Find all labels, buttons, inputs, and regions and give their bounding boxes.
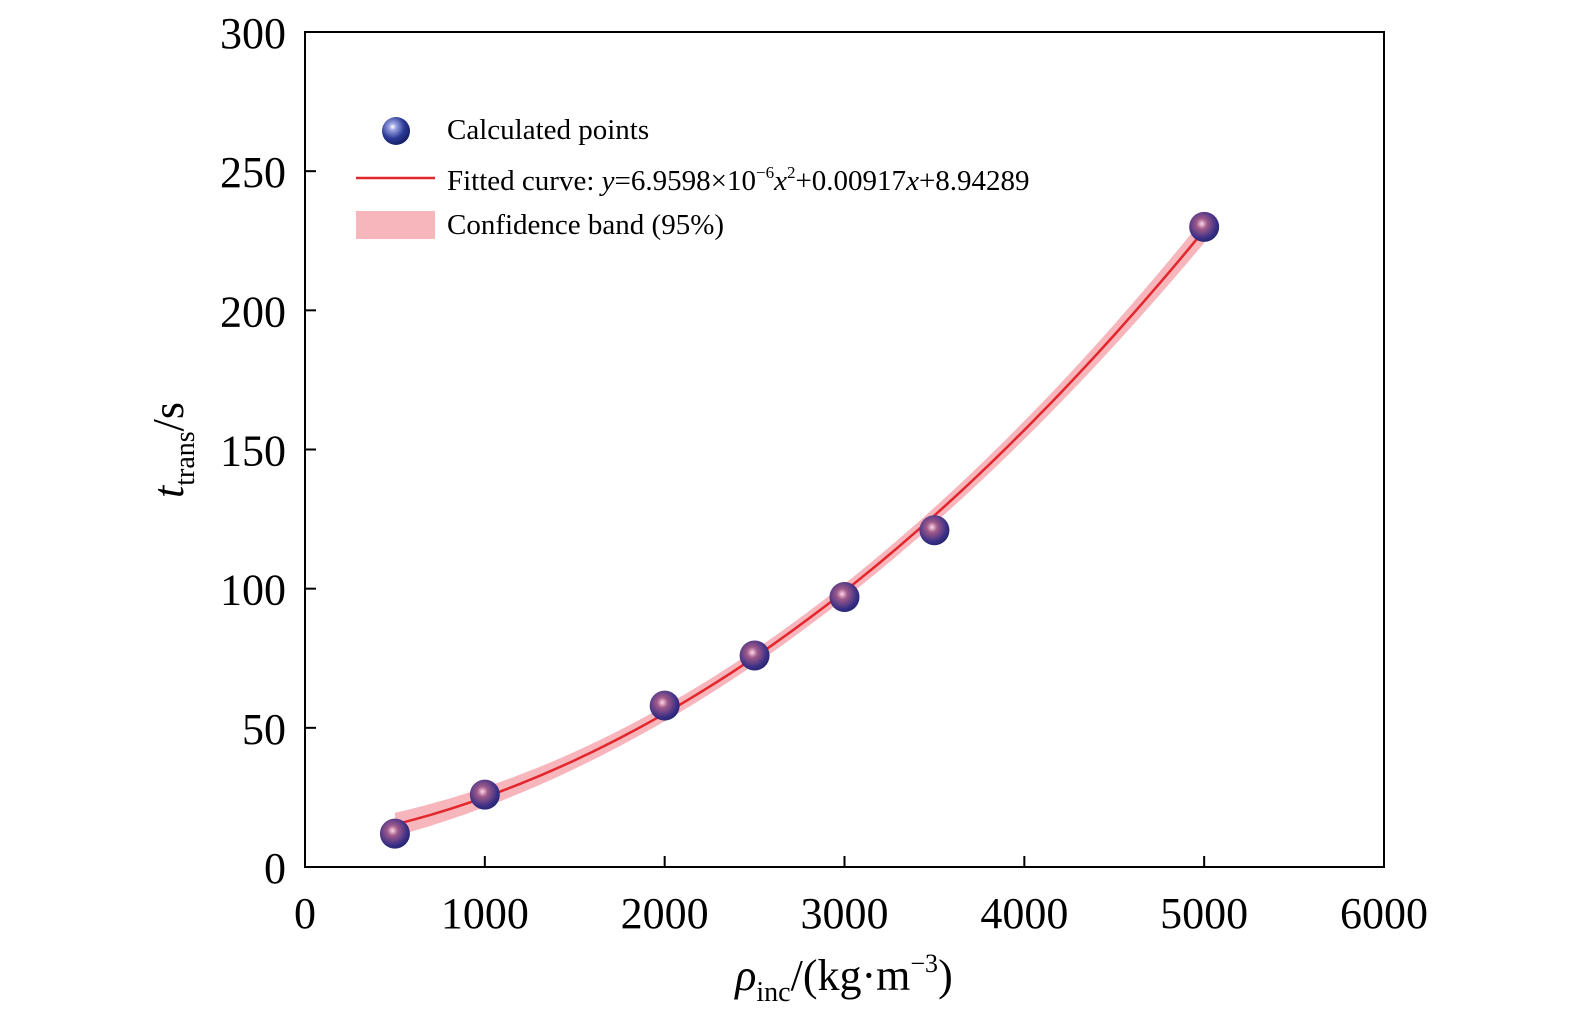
plot-frame	[304, 31, 1385, 868]
data-point	[379, 818, 410, 849]
x-label-unit-post: )	[938, 951, 953, 1000]
y-tick-label: 0	[264, 844, 286, 893]
y-axis-label: ttrans/s	[144, 402, 201, 498]
x-tick-label: 3000	[801, 889, 889, 938]
data-point	[469, 779, 500, 810]
x-label-base: ρ	[733, 951, 756, 1000]
confidence-band	[394, 217, 1205, 837]
legend-points-label: Calculated points	[447, 114, 649, 146]
eq-y: y	[599, 165, 615, 197]
eq-sq: 2	[787, 163, 796, 182]
data-point	[829, 582, 860, 613]
y-tick-label: 100	[220, 566, 286, 615]
eq-x1: x	[773, 165, 787, 197]
x-tick-label: 0	[294, 889, 316, 938]
y-tick-label: 50	[242, 705, 286, 754]
confidence-band-area	[394, 217, 1205, 837]
x-label-unit-pre: /(kg·m	[791, 951, 911, 1000]
x-tick-label: 5000	[1160, 889, 1248, 938]
fitted-curve	[394, 229, 1206, 826]
eq-c: +8.94289	[919, 165, 1030, 197]
legend: Calculated points Fitted curve: y=6.9598…	[356, 114, 1030, 241]
legend-curve-prefix: Fitted curve:	[447, 165, 602, 197]
eq-exp-a: −6	[756, 163, 774, 182]
legend-band-label: Confidence band (95%)	[447, 209, 724, 241]
eq-x2: x	[905, 165, 919, 197]
data-point	[1189, 211, 1220, 242]
y-axis: 0 50 100 150 200 250 300	[220, 9, 316, 893]
x-label-sub: inc	[756, 977, 790, 1008]
eq-a: =6.9598×10	[615, 165, 756, 197]
legend-band-marker	[356, 211, 435, 239]
fitted-curve-line	[394, 229, 1206, 826]
y-label-base: t	[144, 484, 193, 498]
data-point	[739, 640, 770, 671]
data-point	[919, 515, 950, 546]
legend-curve-label: Fitted curve: y=6.9598×10−6x2+0.00917x+8…	[447, 163, 1030, 197]
x-axis-label: ρinc/(kg·m−3)	[733, 949, 952, 1008]
legend-points-marker	[382, 117, 410, 145]
x-tick-label: 4000	[980, 889, 1068, 938]
y-tick-label: 200	[220, 287, 286, 336]
x-axis: 0 1000 2000 3000 4000 5000 6000	[294, 856, 1428, 938]
x-label-unit-sup: −3	[910, 949, 938, 978]
y-tick-label: 150	[220, 427, 286, 476]
x-tick-label: 1000	[441, 889, 529, 938]
x-tick-label: 6000	[1340, 889, 1428, 938]
eq-b: +0.00917	[795, 165, 906, 197]
x-tick-label: 2000	[621, 889, 709, 938]
y-tick-label: 250	[220, 148, 286, 197]
y-tick-label: 300	[220, 9, 286, 58]
y-label-sub: trans	[170, 431, 201, 485]
y-label-unit: /s	[144, 402, 193, 431]
data-point	[649, 690, 680, 721]
calculated-points	[379, 211, 1220, 849]
